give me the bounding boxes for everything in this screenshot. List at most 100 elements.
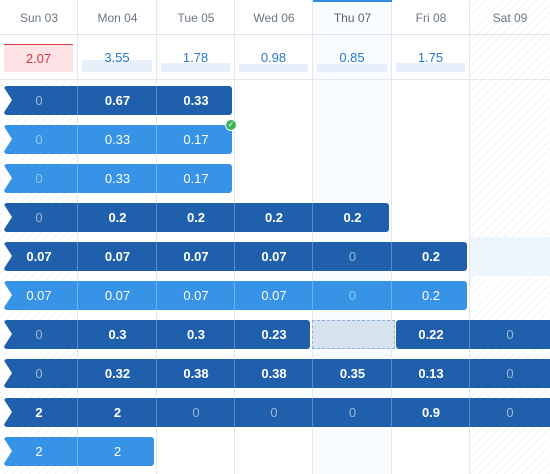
allocation-cell[interactable]: 0 bbox=[35, 171, 43, 186]
allocation-cell[interactable]: 0.33 bbox=[104, 132, 131, 147]
assignment-bar[interactable] bbox=[3, 164, 232, 193]
cell-divider bbox=[391, 242, 392, 271]
assignment-row: 0 0.33 0.17 ✓ bbox=[0, 119, 550, 159]
total-value: 0.98 bbox=[260, 50, 287, 65]
day-header-0[interactable]: Sun 03 bbox=[19, 11, 59, 25]
allocation-cell[interactable]: 0 bbox=[35, 327, 43, 342]
cell-divider bbox=[77, 125, 78, 154]
allocation-cell[interactable]: 0 bbox=[348, 405, 357, 420]
load-fill bbox=[82, 60, 152, 72]
assignment-bar[interactable] bbox=[396, 320, 550, 349]
allocation-cell[interactable]: 0 bbox=[348, 249, 357, 264]
assignment-bar[interactable] bbox=[3, 398, 550, 427]
allocation-cell[interactable]: 0.3 bbox=[186, 327, 206, 342]
day-header-4[interactable]: Thu 07 bbox=[313, 0, 392, 35]
allocation-cell[interactable]: 0 bbox=[35, 210, 43, 225]
allocation-cell[interactable]: 0 bbox=[35, 366, 43, 381]
allocation-cell[interactable]: 0.17 bbox=[183, 132, 209, 147]
assignment-bar[interactable] bbox=[3, 86, 232, 115]
total-cell[interactable]: 1.78 bbox=[161, 44, 230, 72]
assignment-bar[interactable] bbox=[3, 281, 467, 310]
allocation-cell[interactable]: 0.2 bbox=[264, 210, 284, 225]
total-cell[interactable]: 1.75 bbox=[396, 44, 465, 72]
allocation-cell[interactable]: 0.38 bbox=[183, 366, 209, 381]
cell-divider bbox=[77, 281, 78, 310]
allocation-cell[interactable]: 0.9 bbox=[421, 405, 441, 420]
bar-start-notch bbox=[3, 320, 12, 348]
day-header-5[interactable]: Fri 08 bbox=[415, 11, 447, 25]
allocation-cell[interactable]: 0.2 bbox=[421, 249, 441, 264]
allocation-cell[interactable]: 0 bbox=[506, 327, 514, 342]
allocation-cell[interactable]: 0.33 bbox=[104, 171, 131, 186]
cell-divider bbox=[469, 398, 470, 427]
allocation-cell[interactable]: 0 bbox=[35, 132, 43, 147]
total-cell[interactable]: 2.07 bbox=[4, 44, 73, 72]
allocation-cell[interactable]: 0.07 bbox=[26, 249, 52, 264]
allocation-cell[interactable]: 0.17 bbox=[183, 171, 209, 186]
allocation-cell[interactable]: 0 bbox=[506, 405, 514, 420]
cell-divider bbox=[234, 359, 235, 388]
day-header-1[interactable]: Mon 04 bbox=[97, 11, 138, 25]
total-value: 2.07 bbox=[25, 51, 52, 66]
cell-divider bbox=[77, 398, 78, 427]
allocation-cell[interactable]: 0 bbox=[192, 405, 200, 420]
cell-divider bbox=[156, 125, 157, 154]
allocation-cell[interactable]: 0.07 bbox=[183, 249, 209, 264]
cell-divider bbox=[234, 281, 235, 310]
assignment-row: 0.07 0.07 0.07 0.07 0 0.2 bbox=[0, 276, 550, 315]
assignment-bar[interactable] bbox=[3, 320, 310, 349]
allocation-cell[interactable]: 0 bbox=[506, 366, 514, 381]
allocation-cell[interactable]: 0.07 bbox=[183, 288, 209, 303]
total-value: 1.78 bbox=[182, 50, 209, 65]
cell-divider bbox=[391, 398, 392, 427]
assignment-bar[interactable] bbox=[3, 359, 550, 388]
allocation-cell[interactable]: 0.13 bbox=[418, 366, 444, 381]
allocation-cell[interactable]: 0.2 bbox=[343, 210, 362, 225]
total-cell[interactable]: 3.55 bbox=[82, 44, 152, 72]
day-header-2[interactable]: Tue 05 bbox=[177, 11, 215, 25]
day-header-3[interactable]: Wed 06 bbox=[253, 11, 295, 25]
empty-drop-cell[interactable] bbox=[312, 320, 395, 349]
allocation-cell[interactable]: 2 bbox=[35, 444, 43, 459]
empty-cell-hover[interactable] bbox=[470, 237, 550, 276]
allocation-cell[interactable]: 0.23 bbox=[261, 327, 287, 342]
allocation-cell[interactable]: 0.2 bbox=[421, 288, 441, 303]
allocation-cell[interactable]: 0.67 bbox=[104, 93, 131, 108]
total-cell[interactable]: 0.98 bbox=[239, 44, 308, 72]
allocation-cell[interactable]: 0 bbox=[348, 288, 357, 303]
allocation-cell[interactable]: 2 bbox=[113, 405, 122, 420]
day-header-6[interactable]: Sat 09 bbox=[492, 11, 528, 25]
allocation-cell[interactable]: 0.32 bbox=[104, 366, 131, 381]
cell-divider bbox=[156, 320, 157, 349]
allocation-cell[interactable]: 2 bbox=[113, 444, 122, 459]
cell-divider bbox=[156, 281, 157, 310]
allocation-cell[interactable]: 0.2 bbox=[108, 210, 127, 225]
allocation-cell[interactable]: 0 bbox=[270, 405, 278, 420]
allocation-cell[interactable]: 2 bbox=[35, 405, 43, 420]
allocation-cell[interactable]: 0.3 bbox=[108, 327, 127, 342]
allocation-cell[interactable]: 0.38 bbox=[261, 366, 287, 381]
check-icon: ✓ bbox=[225, 119, 237, 131]
allocation-cell[interactable]: 0.2 bbox=[186, 210, 206, 225]
allocation-cell[interactable]: 0.35 bbox=[339, 366, 366, 381]
allocation-cell[interactable]: 0.07 bbox=[26, 288, 52, 303]
totals-row: 2.07 3.55 1.78 0.98 0.85 1.75 bbox=[0, 35, 550, 80]
allocation-cell[interactable]: 0.07 bbox=[261, 249, 287, 264]
cell-divider bbox=[312, 281, 313, 310]
cell-divider bbox=[77, 359, 78, 388]
allocation-cell[interactable]: 0.07 bbox=[104, 249, 131, 264]
cell-divider bbox=[77, 164, 78, 193]
cell-divider bbox=[312, 398, 313, 427]
allocation-cell[interactable]: 0.07 bbox=[104, 288, 131, 303]
allocation-cell[interactable]: 0.07 bbox=[261, 288, 287, 303]
allocation-cell[interactable]: 0.33 bbox=[183, 93, 209, 108]
allocation-cell[interactable]: 0 bbox=[35, 93, 43, 108]
assignment-bar[interactable] bbox=[3, 242, 467, 271]
assignment-bar[interactable] bbox=[3, 437, 154, 466]
total-cell[interactable]: 0.85 bbox=[317, 44, 387, 72]
allocation-cell[interactable]: 0.22 bbox=[418, 327, 444, 342]
assignment-row: 2 2 0 0 0 0.9 0 bbox=[0, 393, 550, 432]
assignment-bar[interactable] bbox=[3, 125, 232, 154]
assignment-bar[interactable] bbox=[3, 203, 389, 232]
cell-divider bbox=[312, 203, 313, 232]
